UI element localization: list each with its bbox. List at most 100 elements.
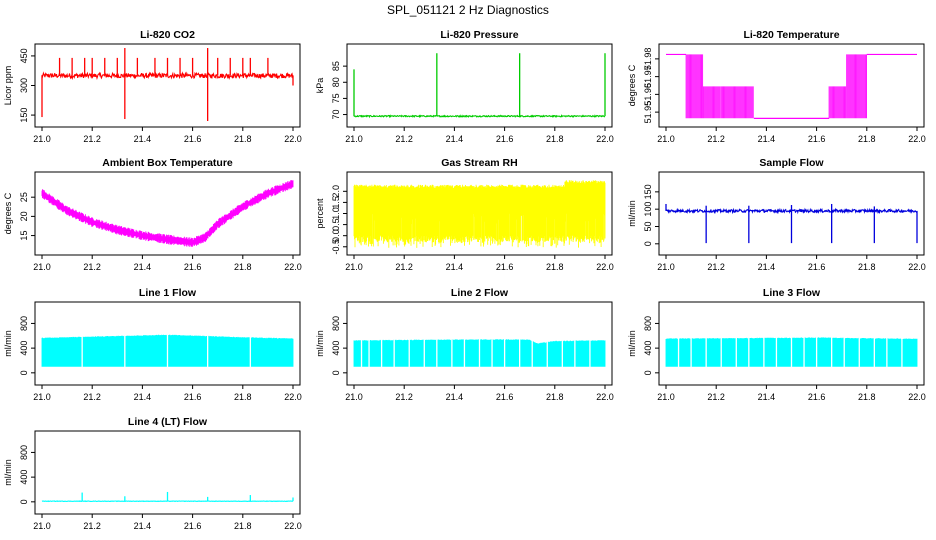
x-tick-label: 21.2	[395, 262, 413, 272]
x-tick-label: 21.8	[546, 134, 564, 144]
x-tick-label: 21.0	[657, 392, 675, 402]
chart-title: Li-820 Temperature	[743, 29, 839, 41]
x-tick-label: 21.2	[83, 521, 101, 531]
plot-frame	[34, 430, 301, 515]
chart-panel-p4: Ambient Box Temperature degrees C 21.0 21.2…	[3, 157, 302, 272]
x-tick-label: 21.0	[33, 134, 51, 144]
x-tick-label: 21.8	[546, 392, 564, 402]
chart-panel-p5: Gas Stream RH percent 21.0 21.2 21.4 21.6 21.8…	[315, 157, 614, 272]
x-tick-label: 21.6	[496, 134, 514, 144]
x-tick-label: 21.0	[33, 521, 51, 531]
y-tick-label: 400	[331, 341, 341, 356]
x-tick-label: 21.8	[234, 521, 252, 531]
y-tick-label: 20	[19, 211, 29, 221]
x-tick-label: 22.0	[596, 262, 614, 272]
x-tick-label: 21.8	[858, 134, 876, 144]
chart-title: Gas Stream RH	[441, 157, 517, 169]
chart-panel-p8: Line 2 Flow ml/min 21.0 21.2 21.4 21.6 21.8 22.…	[315, 287, 614, 402]
chart-title: Ambient Box Temperature	[102, 157, 233, 169]
x-tick-label: 21.4	[758, 262, 776, 272]
data-layer	[665, 203, 918, 244]
y-tick-label: 800	[19, 316, 29, 331]
x-tick-label: 21.0	[345, 262, 363, 272]
series-band	[41, 180, 294, 247]
plot-frame	[658, 43, 925, 128]
x-tick-label: 21.4	[446, 262, 464, 272]
y-tick-label: 150	[19, 108, 29, 123]
y-tick-label: 100	[643, 202, 653, 217]
x-tick-label: 22.0	[596, 134, 614, 144]
series-band	[353, 180, 606, 248]
plot-frame	[346, 43, 613, 128]
x-tick-label: 21.0	[345, 392, 363, 402]
y-tick-label: 0	[19, 370, 29, 375]
x-tick-label: 21.4	[758, 392, 776, 402]
x-tick-label: 21.6	[184, 392, 202, 402]
x-tick-label: 21.0	[657, 262, 675, 272]
x-tick-label: 21.0	[345, 134, 363, 144]
x-tick-label: 21.6	[808, 134, 826, 144]
x-tick-label: 21.0	[33, 392, 51, 402]
data-layer	[353, 337, 606, 368]
chart-title: Li-820 CO2	[140, 29, 195, 41]
chart-title: Line 1 Flow	[139, 287, 197, 299]
y-tick-label: 800	[643, 316, 653, 331]
y-tick-label: 400	[643, 341, 653, 356]
chart-title: Li-820 Pressure	[440, 29, 518, 41]
x-tick-label: 21.6	[496, 392, 514, 402]
chart-title: Line 2 Flow	[451, 287, 509, 299]
x-tick-label: 22.0	[284, 134, 302, 144]
y-axis-label: kPa	[315, 78, 325, 94]
x-tick-label: 22.0	[908, 392, 926, 402]
x-tick-label: 21.8	[234, 392, 252, 402]
data-layer	[666, 53, 917, 119]
y-axis-label: ml/min	[627, 330, 637, 357]
x-tick-label: 21.0	[33, 262, 51, 272]
x-tick-label: 21.2	[83, 262, 101, 272]
y-tick-label: 300	[19, 78, 29, 93]
plot-frame	[346, 301, 613, 386]
y-tick-label: 800	[19, 445, 29, 460]
y-tick-label: 51.98	[643, 48, 653, 71]
y-tick-label: 0	[331, 370, 341, 375]
y-tick-label: 51.96	[643, 83, 653, 106]
data-layer	[353, 180, 606, 248]
data-layer	[41, 491, 294, 503]
x-tick-label: 21.6	[496, 262, 514, 272]
x-tick-label: 22.0	[596, 392, 614, 402]
y-axis-label: ml/min	[315, 330, 325, 357]
y-tick-label: 400	[19, 470, 29, 485]
series-band-2	[703, 86, 754, 119]
x-tick-label: 21.2	[707, 262, 725, 272]
x-tick-label: 21.2	[83, 392, 101, 402]
data-layer	[665, 335, 918, 368]
plot-frame	[34, 43, 301, 128]
chart-title: Line 4 (LT) Flow	[128, 416, 208, 428]
y-tick-label: 85	[331, 61, 341, 71]
y-axis-label: Licor ppm	[3, 66, 13, 106]
x-tick-label: 21.8	[858, 262, 876, 272]
y-tick-label: 0.5	[331, 218, 341, 231]
x-tick-label: 22.0	[284, 521, 302, 531]
y-tick-label: 0	[643, 241, 653, 246]
y-tick-label: 1.5	[331, 196, 341, 209]
y-tick-label: 800	[331, 316, 341, 331]
plot-frame	[34, 171, 301, 256]
y-tick-label: 80	[331, 77, 341, 87]
x-tick-label: 21.6	[184, 134, 202, 144]
chart-panel-p10: Line 4 (LT) Flow ml/min 21.0 21.2 21.4 21.6 21…	[3, 416, 302, 531]
y-tick-label: 50	[643, 221, 653, 231]
y-tick-label: 0	[19, 499, 29, 504]
x-tick-label: 21.2	[707, 392, 725, 402]
y-tick-label: 150	[643, 184, 653, 199]
x-tick-label: 21.0	[657, 134, 675, 144]
series-band-1	[685, 54, 704, 119]
chart-panel-p3: Li-820 Temperature degrees C 21.0 21.2 21.4 2…	[627, 29, 926, 144]
x-tick-label: 21.4	[446, 392, 464, 402]
series-band-4	[828, 86, 847, 119]
y-tick-label: 70	[331, 110, 341, 120]
chart-panel-p7: Line 1 Flow ml/min 21.0 21.2 21.4 21.6 21.8 22.…	[3, 287, 302, 402]
x-tick-label: 21.8	[234, 262, 252, 272]
y-axis-label: ml/min	[3, 459, 13, 486]
